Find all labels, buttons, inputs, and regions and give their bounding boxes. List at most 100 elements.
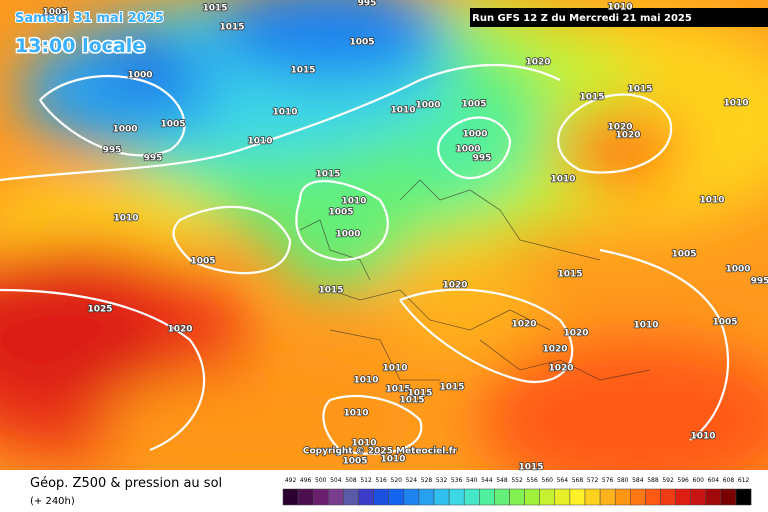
legend-swatch bbox=[479, 488, 495, 506]
isobar-label: 1005 bbox=[671, 250, 696, 260]
isobar-label: 1015 bbox=[518, 463, 543, 473]
legend-label: 572 bbox=[587, 477, 599, 484]
isobar-label: 1015 bbox=[407, 389, 432, 399]
isobar-label: 1000 bbox=[112, 125, 137, 135]
legend-label: 504 bbox=[330, 477, 342, 484]
isobar-label: 1010 bbox=[341, 197, 366, 207]
isobar-label: 1010 bbox=[380, 455, 405, 465]
legend-swatch bbox=[373, 488, 389, 506]
isobar-label: 1010 bbox=[390, 106, 415, 116]
legend-label: 596 bbox=[677, 477, 689, 484]
legend-swatch bbox=[614, 488, 631, 506]
legend-swatch bbox=[584, 488, 601, 506]
legend-swatch bbox=[554, 488, 571, 506]
isobar-label: 1010 bbox=[690, 432, 715, 442]
legend-label: 548 bbox=[496, 477, 508, 484]
isobar-label: 1010 bbox=[723, 99, 748, 109]
legend-label: 560 bbox=[542, 477, 554, 484]
isobar-label: 1000 bbox=[725, 265, 750, 275]
legend-label: 608 bbox=[723, 477, 735, 484]
isobar-label: 1020 bbox=[542, 345, 567, 355]
legend-label: 524 bbox=[406, 477, 418, 484]
isobar-label: 1010 bbox=[272, 108, 297, 118]
isobar-label: 1005 bbox=[461, 100, 486, 110]
isobar-label: 1020 bbox=[442, 281, 467, 291]
legend-label: 516 bbox=[375, 477, 387, 484]
isobar-label: 1015 bbox=[557, 270, 582, 280]
legend-swatch bbox=[569, 488, 586, 506]
legend-label: 552 bbox=[511, 477, 523, 484]
isobar-label: 1020 bbox=[563, 329, 588, 339]
isobar-label: 1010 bbox=[382, 364, 407, 374]
legend-swatch bbox=[705, 488, 722, 506]
isobar-label: 1025 bbox=[87, 305, 112, 315]
isobar-label: 1015 bbox=[290, 66, 315, 76]
isobar-label: 1020 bbox=[511, 320, 536, 330]
legend-swatch bbox=[433, 488, 450, 506]
isobar-label: 1010 bbox=[113, 214, 138, 224]
legend-swatch bbox=[312, 488, 329, 506]
legend-label: 492 bbox=[285, 477, 297, 484]
isobar-label: 1015 bbox=[579, 93, 604, 103]
isobar-label: 1010 bbox=[343, 409, 368, 419]
legend-swatch bbox=[690, 488, 707, 506]
isobar-label: 1015 bbox=[318, 286, 343, 296]
isobar-label: 1020 bbox=[167, 325, 192, 335]
isobar-label: 1010 bbox=[607, 3, 632, 13]
legend-label: 588 bbox=[647, 477, 659, 484]
isobar-label: 1010 bbox=[633, 321, 658, 331]
isobar-label: 1015 bbox=[219, 23, 244, 33]
legend-label: 600 bbox=[693, 477, 705, 484]
run-info: Run GFS 12 Z du Mercredi 21 mai 2025 bbox=[472, 13, 692, 24]
isobar-label: 1000 bbox=[335, 230, 360, 240]
isobar-label: 1005 bbox=[349, 38, 374, 48]
legend-swatch bbox=[328, 488, 344, 506]
legend-label: 568 bbox=[572, 477, 584, 484]
legend-label: 536 bbox=[451, 477, 463, 484]
legend-label: 556 bbox=[526, 477, 538, 484]
legend-label: 532 bbox=[436, 477, 448, 484]
legend-swatch bbox=[675, 488, 691, 506]
isobar-label: 1005 bbox=[342, 457, 367, 467]
isobar-label: 1010 bbox=[699, 196, 724, 206]
isobar-label: 1005 bbox=[190, 257, 215, 267]
isobar-label: 1015 bbox=[439, 383, 464, 393]
isobar-label: 1015 bbox=[202, 4, 227, 14]
legend-swatch bbox=[343, 488, 359, 506]
legend-label: 528 bbox=[421, 477, 433, 484]
isobar-label: 1015 bbox=[627, 85, 652, 95]
legend-swatch bbox=[735, 488, 752, 506]
isobar-label: 1020 bbox=[615, 131, 640, 141]
legend-label: 520 bbox=[391, 477, 403, 484]
legend-swatch bbox=[297, 488, 314, 506]
legend-swatch bbox=[539, 488, 556, 506]
footer-lead: (+ 240h) bbox=[30, 496, 75, 507]
map bbox=[0, 0, 768, 470]
legend-swatch bbox=[720, 488, 737, 506]
legend-swatch bbox=[358, 488, 374, 506]
legend-swatch bbox=[463, 488, 480, 506]
isobar-label: 1000 bbox=[415, 101, 440, 111]
legend-label: 512 bbox=[360, 477, 372, 484]
isobar-label: 1005 bbox=[328, 208, 353, 218]
legend-label: 604 bbox=[708, 477, 720, 484]
legend-swatch bbox=[403, 488, 420, 506]
isobar-label: 1020 bbox=[548, 364, 573, 374]
legend-label: 612 bbox=[738, 477, 750, 484]
legend-swatch bbox=[509, 488, 525, 506]
legend-swatch bbox=[630, 488, 646, 506]
isobar-label: 1015 bbox=[399, 396, 424, 406]
legend-label: 584 bbox=[632, 477, 644, 484]
isobar-label: 995 bbox=[144, 154, 163, 164]
forecast-date: Samedi 31 mai 2025 bbox=[15, 11, 164, 26]
legend-label: 564 bbox=[557, 477, 569, 484]
isobar-label: 995 bbox=[473, 154, 492, 164]
legend-label: 540 bbox=[466, 477, 478, 484]
legend-label: 508 bbox=[345, 477, 357, 484]
isobar-label: 995 bbox=[751, 277, 768, 287]
legend-swatch bbox=[388, 488, 405, 506]
legend-swatch bbox=[494, 488, 510, 506]
legend-swatch bbox=[599, 488, 616, 506]
legend-label: 592 bbox=[662, 477, 674, 484]
